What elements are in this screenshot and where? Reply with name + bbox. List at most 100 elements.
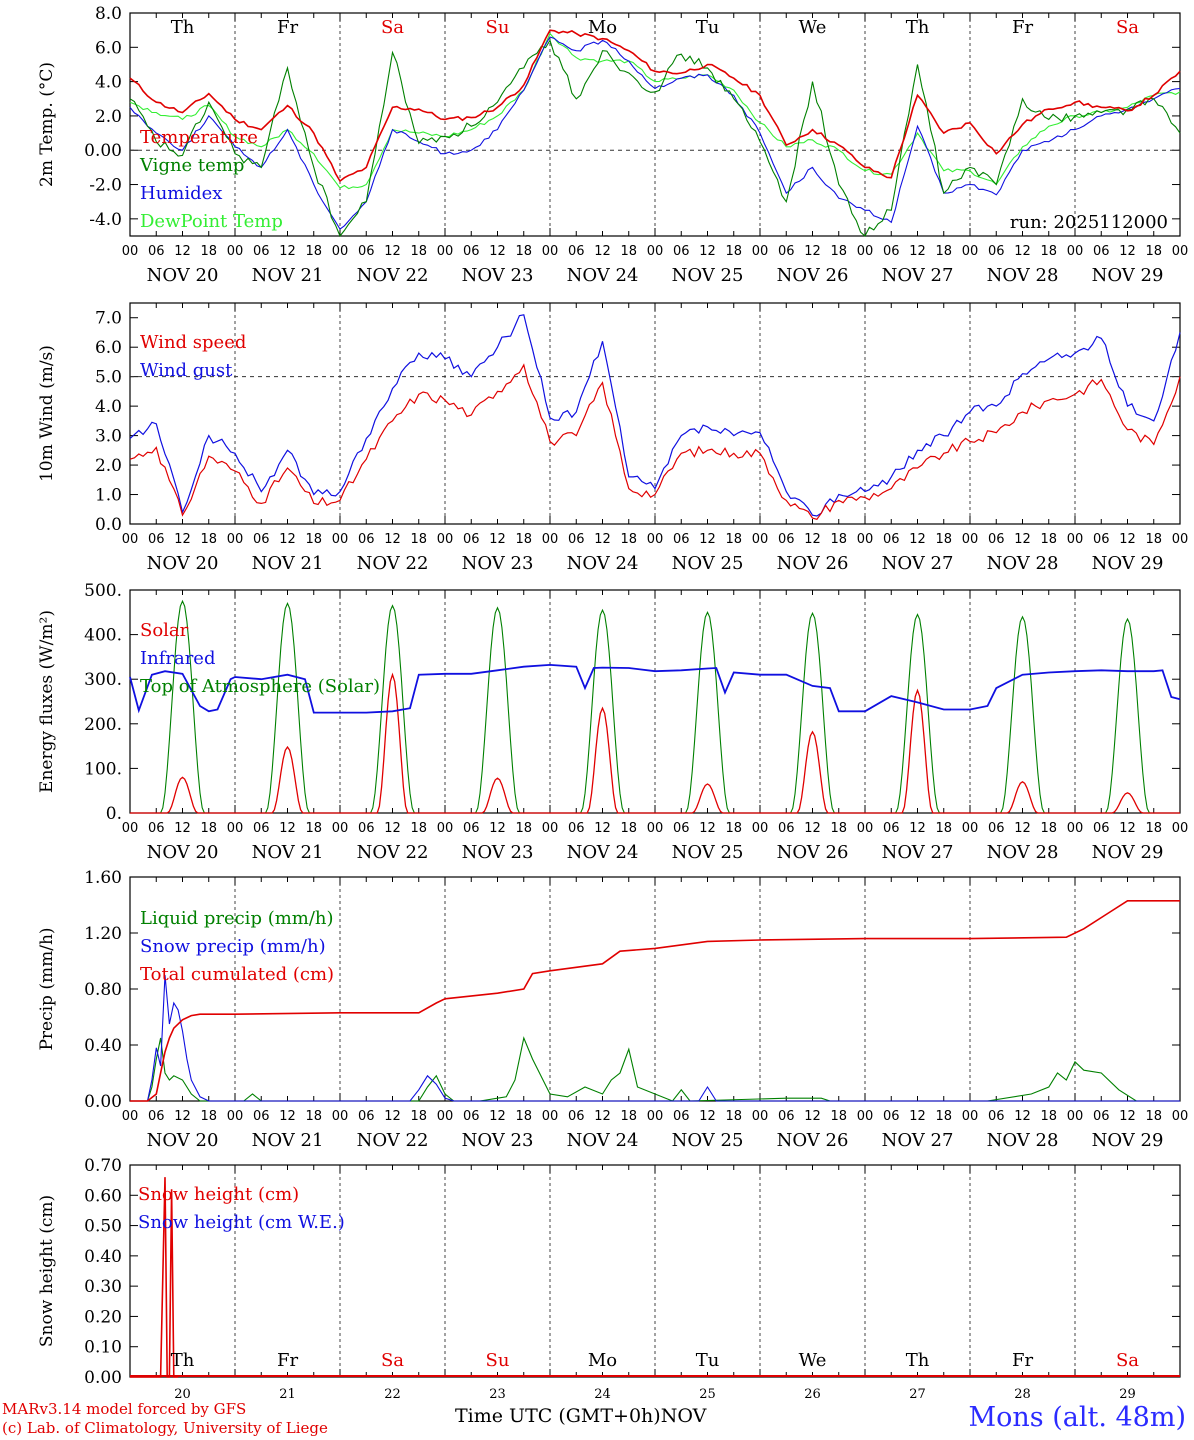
panel-1-hour-label: 12: [1014, 532, 1031, 547]
panel-0-hour-label: 12: [699, 244, 716, 259]
panel-0-date-label: NOV 21: [252, 265, 324, 286]
panel-1-y-tick-label: 7.0: [95, 309, 122, 329]
panel-0-y-tick-label: 8.0: [95, 4, 122, 24]
panel-3-hour-label: 00: [122, 1109, 139, 1124]
panel-2-date-label: NOV 29: [1092, 842, 1164, 863]
panel-0-date-label: NOV 25: [672, 265, 744, 286]
panel-3-y-axis-label: Precip (mm/h): [37, 927, 57, 1050]
panel-1-hour-label: 12: [384, 532, 401, 547]
panel-1-legend-entry: Wind speed: [140, 332, 246, 353]
panel-2-hour-label: 12: [279, 821, 296, 836]
panel-0-hour-label: 06: [673, 244, 690, 259]
panel-2-hour-label: 18: [305, 821, 322, 836]
infrared-line: [129, 663, 1181, 714]
panel-1-hour-label: 00: [1172, 532, 1189, 547]
panel-0-hour-label: 00: [962, 244, 979, 259]
panel-3-hour-label: 18: [1145, 1109, 1162, 1124]
panel-0-hour-label: 12: [174, 244, 191, 259]
panel-0-hour-label: 18: [305, 244, 322, 259]
panel-0-hour-label: 18: [1145, 244, 1162, 259]
panel-2-hour-label: 00: [227, 821, 244, 836]
panel-2-hour-label: 12: [804, 821, 821, 836]
temp-series-green: [129, 39, 1181, 238]
panel-1-y-tick-label: 3.0: [95, 427, 122, 447]
panel-3-hour-label: 18: [1040, 1109, 1057, 1124]
panel-2-hour-label: 12: [174, 821, 191, 836]
panel-2-hour-label: 00: [1172, 821, 1189, 836]
panel-2-hour-label: 12: [699, 821, 716, 836]
panel-2-date-label: NOV 25: [672, 842, 744, 863]
panel-2-hour-label: 18: [620, 821, 637, 836]
panel-2-legend-entry: Solar: [140, 620, 189, 641]
panel-3-hour-label: 06: [463, 1109, 480, 1124]
temp-day-name: We: [799, 17, 827, 38]
panel-0-hour-label: 00: [122, 244, 139, 259]
panel-1-y-axis-label: 10m Wind (m/s): [37, 345, 57, 482]
panel-1-legend-entry: Wind gust: [140, 360, 233, 381]
panel-3-date-label: NOV 28: [987, 1130, 1059, 1151]
panel-2-hour-label: 00: [647, 821, 664, 836]
panel-0-hour-label: 18: [1040, 244, 1057, 259]
panel-0-legend-entry: DewPoint Temp: [140, 211, 283, 232]
panel-3-date-label: NOV 20: [147, 1130, 219, 1151]
panel-4-y-axis-label: Snow height (cm): [37, 1195, 57, 1347]
temp-day-name: Th: [906, 17, 930, 38]
panel-3-hour-label: 12: [699, 1109, 716, 1124]
panel-3-hour-label: 18: [830, 1109, 847, 1124]
panel-0-hour-label: 18: [725, 244, 742, 259]
panel-0-hour-label: 18: [515, 244, 532, 259]
panel-0-date-label: NOV 26: [777, 265, 849, 286]
panel-0-y-tick-label: 0.00: [84, 141, 122, 161]
x-axis-title: Time UTC (GMT+0h)NOV: [455, 1405, 706, 1427]
panel-0-date-label: NOV 24: [567, 265, 639, 286]
panel-3-hour-label: 06: [568, 1109, 585, 1124]
bottom-day-number: 21: [279, 1387, 296, 1400]
panel-3-hour-label: 12: [279, 1109, 296, 1124]
panel-3-hour-label: 12: [489, 1109, 506, 1124]
panel-2-date-label: NOV 28: [987, 842, 1059, 863]
panel-1-hour-label: 06: [1093, 532, 1110, 547]
panel-1-date-label: NOV 26: [777, 553, 849, 574]
panel-3-y-tick-label: 1.60: [84, 868, 122, 888]
panel-3-hour-label: 06: [883, 1109, 900, 1124]
panel-0-hour-label: 00: [647, 244, 664, 259]
panel-2-hour-label: 18: [1145, 821, 1162, 836]
panel-2-hour-label: 12: [909, 821, 926, 836]
panel-0-hour-label: 00: [752, 244, 769, 259]
panel-1-hour-label: 00: [752, 532, 769, 547]
panel-3-date-label: NOV 24: [567, 1130, 639, 1151]
panel-1-hour-label: 18: [1040, 532, 1057, 547]
panel-2-hour-label: 12: [1014, 821, 1031, 836]
panel-4-y-tick-label: 0.50: [84, 1217, 122, 1237]
panel-2-hour-label: 18: [830, 821, 847, 836]
panel-3-hour-label: 00: [1067, 1109, 1084, 1124]
solar-line: [130, 672, 1180, 814]
panel-1-date-label: NOV 21: [252, 553, 324, 574]
panel-3-y-tick-label: 0.00: [84, 1092, 122, 1112]
panel-2-hour-label: 18: [515, 821, 532, 836]
panel-0-hour-label: 06: [1093, 244, 1110, 259]
panel-1-date-label: NOV 24: [567, 553, 639, 574]
x-axis-month: NOV: [660, 1405, 707, 1427]
panel-1-y-tick-label: 6.0: [95, 338, 122, 358]
panel-0-hour-label: 06: [463, 244, 480, 259]
panel-1-y-tick-label: 5.0: [95, 368, 122, 388]
panel-0-hour-label: 12: [804, 244, 821, 259]
panel-0-date-label: NOV 27: [882, 265, 954, 286]
panel-1-hour-label: 00: [437, 532, 454, 547]
panel-2-hour-label: 18: [935, 821, 952, 836]
snow-day-name: Tu: [696, 1350, 720, 1371]
panel-3-hour-label: 00: [962, 1109, 979, 1124]
panel-0-hour-label: 06: [358, 244, 375, 259]
panel-3-hour-label: 06: [673, 1109, 690, 1124]
panel-2-y-tick-label: 100.: [84, 759, 122, 779]
panel-0-date-label: NOV 22: [357, 265, 429, 286]
panel-2-date-label: NOV 24: [567, 842, 639, 863]
panel-3-hour-label: 06: [148, 1109, 165, 1124]
panel-2-legend-entry: Infrared: [140, 648, 215, 669]
panel-1-hour-label: 18: [620, 532, 637, 547]
liquid-precip-line: [130, 1036, 1180, 1102]
cumulated-precip-line: [130, 900, 1180, 1102]
panel-0-date-label: NOV 20: [147, 265, 219, 286]
panel-0-hour-label: 12: [1119, 244, 1136, 259]
